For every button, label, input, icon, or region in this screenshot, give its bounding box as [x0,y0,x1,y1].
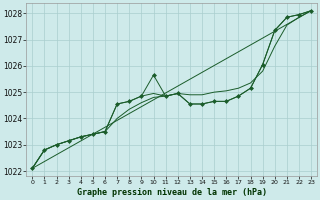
X-axis label: Graphe pression niveau de la mer (hPa): Graphe pression niveau de la mer (hPa) [77,188,267,197]
